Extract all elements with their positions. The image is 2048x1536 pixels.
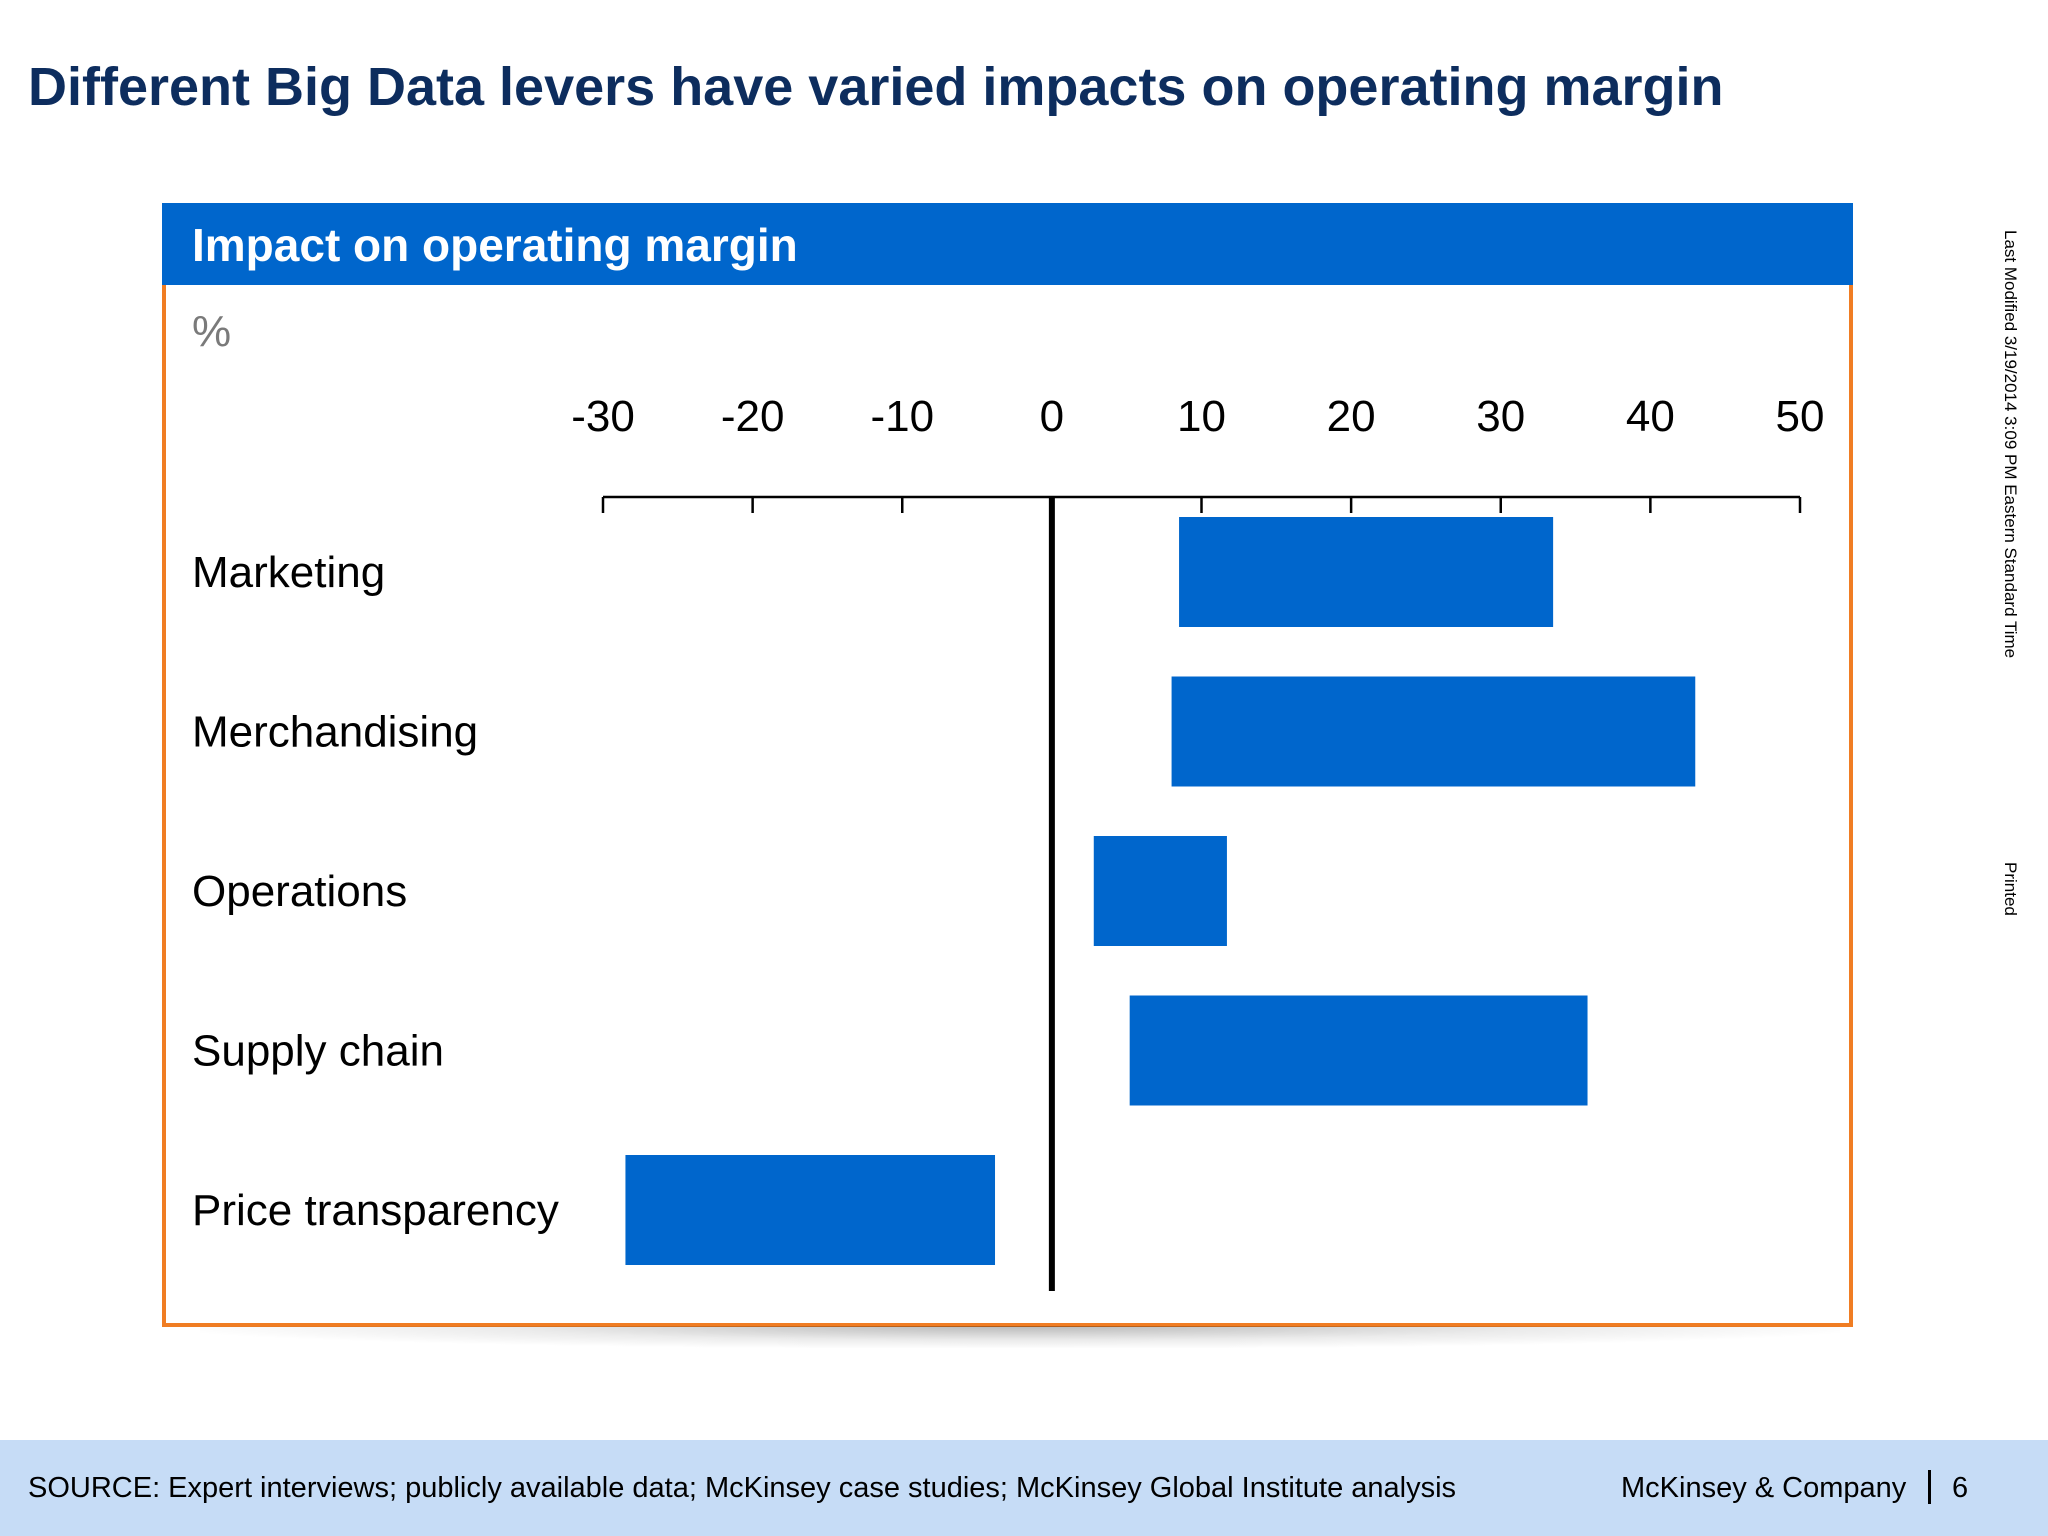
printed-note: Printed [2001,862,2020,916]
category-label: Marketing [192,548,385,597]
last-modified-note: Last Modified 3/19/2014 3:09 PM Eastern … [2001,230,2020,659]
bar [625,1155,996,1265]
bar [1179,517,1554,627]
x-tick-label: 30 [1476,392,1525,441]
x-tick-label: 50 [1776,392,1825,441]
panel-shadow [200,1326,1840,1348]
x-tick-label: -30 [571,392,635,441]
footer-divider [1928,1470,1931,1504]
x-tick-label: -20 [721,392,785,441]
x-tick-label: 0 [1040,392,1064,441]
x-tick-label: 10 [1177,392,1226,441]
x-tick-label: -10 [870,392,934,441]
bar [1129,995,1588,1106]
page-number: 6 [1952,1472,1969,1504]
bar [1171,676,1696,787]
chart-title: Impact on operating margin [162,203,1853,285]
company-name: McKinsey & Company [1621,1472,1907,1504]
category-label: Price transparency [192,1186,559,1235]
footer-bar: SOURCE: Expert interviews; publicly avai… [0,1440,2048,1536]
x-tick-label: 20 [1327,392,1376,441]
category-label: Merchandising [192,708,478,757]
bar [1093,836,1227,946]
bar-chart: -30 -20 -10 0 10 20 30 40 50 Marketing Merchandisi… [192,392,1825,1291]
source-note: SOURCE: Expert interviews; publicly avai… [28,1472,1457,1504]
slide-title: Different Big Data levers have varied im… [28,57,1724,117]
category-label: Supply chain [192,1027,444,1076]
category-label: Operations [192,867,407,916]
unit-label: % [192,307,232,356]
chart-panel: Impact on operating margin % -30 -20 -10 0 1… [162,203,1853,1327]
x-tick-label: 40 [1626,392,1675,441]
